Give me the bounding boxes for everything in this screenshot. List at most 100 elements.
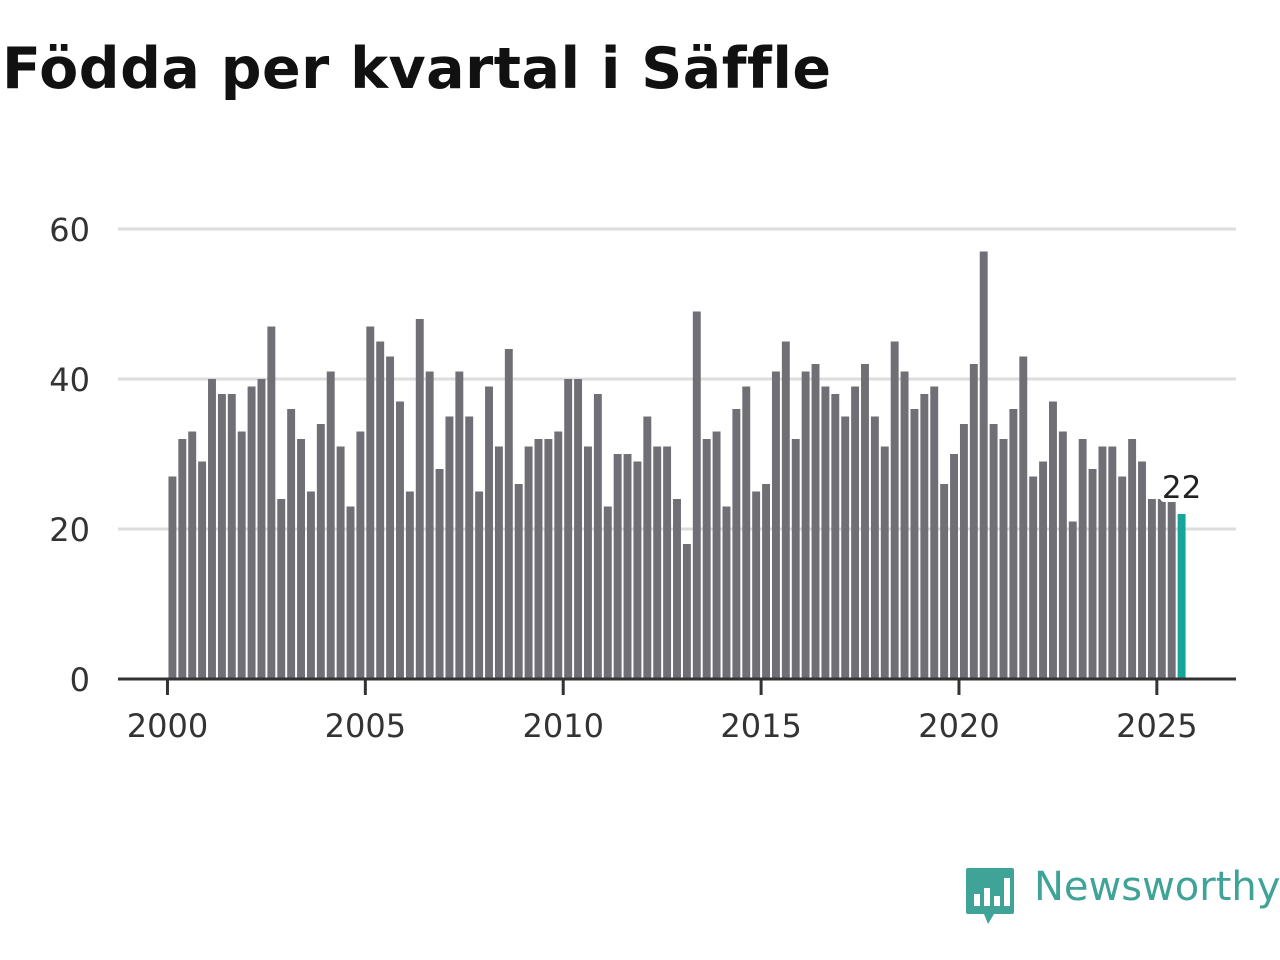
bar [643,416,652,679]
bar [208,379,216,679]
bar [297,439,305,679]
bar [287,409,296,679]
bar [771,371,780,679]
bar [396,401,404,679]
bar [544,439,553,679]
bar [584,446,592,679]
bar [1108,446,1117,679]
bars [168,251,1186,679]
bar [366,326,375,679]
bar [386,356,395,679]
bar [702,439,711,679]
bar [920,394,929,679]
bar [950,454,958,679]
bar [791,439,800,679]
bar [1128,439,1137,679]
bar [504,349,513,679]
bar [1009,409,1018,679]
bar [306,491,315,679]
gridlines [118,227,1236,531]
x-tick-label: 2015 [720,707,801,745]
bar [1068,521,1077,679]
bar [1088,469,1097,679]
y-tick-label: 0 [70,661,90,699]
bar [841,416,850,679]
bar [979,251,988,679]
bar [188,431,197,679]
x-tick-label: 2005 [325,707,406,745]
bar [574,379,583,679]
bar [692,311,701,679]
bar [326,371,335,679]
bar [1058,431,1067,679]
bar [593,394,602,679]
bar [989,424,998,679]
bar [465,416,474,679]
bar [1049,401,1057,679]
bar [633,461,642,679]
bar [663,446,672,679]
bar [742,386,751,679]
bar [178,439,187,679]
bar [346,506,355,679]
chart-title: Födda per kvartal i Säffle [2,36,832,102]
y-tick-label: 40 [49,361,90,399]
bar [831,394,840,679]
bar [415,319,424,679]
bar [851,386,860,679]
bar [910,409,919,679]
data-label: 22 [1162,470,1201,506]
bar [455,371,464,679]
bar [1157,499,1166,679]
bar [405,491,414,679]
bar [247,386,256,679]
x-tick-label: 2010 [523,707,604,745]
bar [861,364,869,679]
bar [494,446,503,679]
bar [712,431,721,679]
bar [198,461,207,679]
bar [1167,499,1176,679]
bar [969,364,978,679]
bar [217,394,226,679]
bar [356,431,365,679]
bar [682,544,691,679]
bar [821,386,830,679]
bar [1147,499,1156,679]
bar [811,364,820,679]
bar [168,476,177,679]
bar [870,416,879,679]
y-tick-label: 20 [49,511,90,549]
bar [801,371,810,679]
bar [425,371,434,679]
bar [613,454,622,679]
bar [890,341,899,679]
bar [752,491,761,679]
bar [554,431,563,679]
bar [1118,476,1127,679]
bar [475,491,484,679]
bar [1039,461,1048,679]
bar [1138,461,1146,679]
bar [959,424,968,679]
bar [940,484,949,679]
axes [118,677,1236,695]
x-tick-label: 2025 [1116,707,1197,745]
bar [653,446,662,679]
bar [524,446,533,679]
bar [336,446,345,679]
bar [1098,446,1107,679]
bar [762,484,771,679]
bar [1019,356,1028,679]
bar [564,379,573,679]
bar [1029,476,1038,679]
bar [930,386,939,679]
newsworthy-logo-icon [966,868,1014,924]
bar [623,454,632,679]
bar [673,499,681,679]
bar [514,484,523,679]
bar [999,439,1008,679]
bar [1177,514,1186,679]
